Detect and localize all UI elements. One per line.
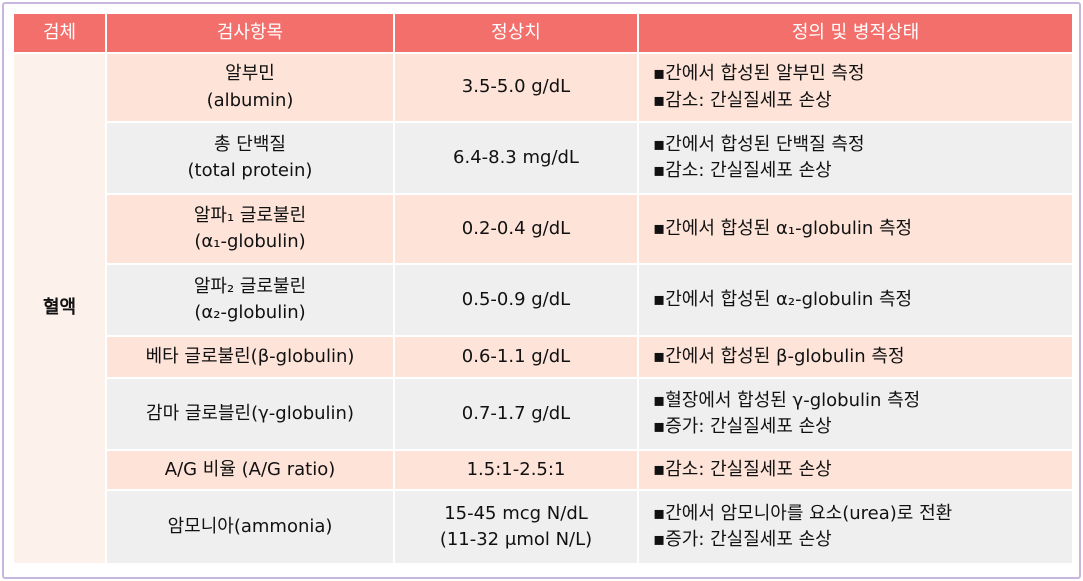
item-line: 암모니아(ammonia) (167, 515, 333, 537)
normal-line: 15-45 mcg N/dL (444, 502, 588, 524)
definition-cell: ▪간에서 합성된 β-globulin 측정 (637, 335, 1074, 379)
normal-cell: 0.6-1.1 g/dL (393, 335, 639, 379)
definition-line: ▪간에서 합성된 알부민 측정 (653, 63, 865, 85)
definition-line: ▪감소: 간실질세포 손상 (653, 89, 832, 111)
row: A/G 비율 (A/G ratio) 1.5:1-2.5:1 ▪감소: 간실질세포 … (13, 449, 1074, 491)
definition-cell: ▪간에서 합성된 α₁-globulin 측정 (637, 193, 1074, 265)
item-cell: 알부민 (albumin) (105, 52, 395, 123)
item-line: 알파₁ 글로불린 (193, 204, 307, 226)
item-cell: 알파₂ 글로불린 (α₂-globulin) (105, 263, 395, 337)
definition-cell: ▪간에서 암모니아를 요소(urea)로 전환 ▪증가: 간실질세포 손상 (637, 489, 1074, 565)
item-cell: 감마 글로블린(γ-globulin) (105, 377, 395, 451)
definition-line: ▪간에서 합성된 α₂-globulin 측정 (653, 288, 913, 310)
row: 총 단백질 (total protein) 6.4-8.3 mg/dL ▪간에서 합성… (13, 121, 1074, 195)
definition-cell: ▪간에서 합성된 α₂-globulin 측정 (637, 263, 1074, 337)
normal-line: 0.5-0.9 g/dL (461, 288, 571, 310)
normal-line: 6.4-8.3 mg/dL (453, 146, 579, 168)
header-cell: 검사항목 (105, 12, 395, 54)
definition-cell: ▪감소: 간실질세포 손상 (637, 449, 1074, 491)
item-line: 알부민 (225, 63, 275, 85)
normal-cell: 1.5:1-2.5:1 (393, 449, 639, 491)
normal-line: 0.6-1.1 g/dL (461, 345, 571, 367)
row: 암모니아(ammonia) 15-45 mcg N/dL (11-32 μmol N… (13, 489, 1074, 565)
item-line: (albumin) (206, 89, 294, 111)
item-line: (α₁-globulin) (194, 231, 306, 252)
table-body: 혈액 알부민 (albumin) 3.5-5.0 g/dL ▪간에서 합성된 알부민 측… (12, 52, 1074, 565)
definition-cell: ▪혈장에서 합성된 γ-globulin 측정 ▪증가: 간실질세포 손상 (637, 377, 1074, 451)
normal-line: 0.2-0.4 g/dL (461, 217, 571, 239)
item-cell: 베타 글로불린(β-globulin) (105, 335, 395, 379)
normal-cell: 0.5-0.9 g/dL (393, 263, 639, 337)
row: 감마 글로블린(γ-globulin) 0.7-1.7 g/dL ▪혈장에서 합성된… (13, 377, 1074, 451)
definition-line: ▪간에서 합성된 β-globulin 측정 (653, 345, 905, 367)
row: 알파₂ 글로불린 (α₂-globulin) 0.5-0.9 g/dL ▪간에서 합성… (13, 263, 1074, 337)
normal-cell: 6.4-8.3 mg/dL (393, 121, 639, 195)
normal-cell: 3.5-5.0 g/dL (393, 52, 639, 123)
item-cell: 알파₁ 글로불린 (α₁-globulin) (105, 193, 395, 265)
definition-cell: ▪간에서 합성된 단백질 측정 ▪감소: 간실질세포 손상 (637, 121, 1074, 195)
item-line: (total protein) (187, 160, 313, 181)
item-line: 알파₂ 글로불린 (193, 275, 307, 297)
normal-cell: 0.2-0.4 g/dL (393, 193, 639, 265)
table: 검체 검사항목 정상치 정의 및 병적상태 혈액 알부민 (albumin) 3.5-5.0… (12, 12, 1074, 565)
definition-line: ▪간에서 암모니아를 요소(urea)로 전환 (653, 502, 953, 524)
header-cell: 정의 및 병적상태 (637, 12, 1074, 54)
row: 베타 글로불린(β-globulin) 0.6-1.1 g/dL ▪간에서 합성된 … (13, 335, 1074, 379)
definition-line: ▪감소: 간실질세포 손상 (653, 458, 832, 480)
item-cell: 암모니아(ammonia) (105, 489, 395, 565)
item-line: 베타 글로불린(β-globulin) (145, 345, 355, 367)
item-cell: A/G 비율 (A/G ratio) (105, 449, 395, 491)
definition-line: ▪간에서 합성된 단백질 측정 (653, 133, 865, 155)
normal-cell: 0.7-1.7 g/dL (393, 377, 639, 451)
specimen-cell: 혈액 (12, 52, 107, 565)
row: 알파₁ 글로불린 (α₁-globulin) 0.2-0.4 g/dL ▪간에서 합성… (13, 193, 1074, 265)
item-cell: 총 단백질 (total protein) (105, 121, 395, 195)
normal-line: 1.5:1-2.5:1 (466, 458, 566, 480)
normal-line: (11-32 μmol N/L) (439, 529, 593, 550)
header-cell: 검체 (12, 12, 107, 54)
header-cell: 정상치 (393, 12, 639, 54)
normal-line: 0.7-1.7 g/dL (461, 402, 571, 424)
definition-line: ▪증가: 간실질세포 손상 (653, 529, 832, 550)
definition-line: ▪증가: 간실질세포 손상 (653, 416, 832, 437)
definition-line: ▪혈장에서 합성된 γ-globulin 측정 (653, 389, 921, 411)
item-line: 감마 글로블린(γ-globulin) (146, 402, 354, 424)
item-line: A/G 비율 (A/G ratio) (164, 458, 336, 480)
definition-line: ▪감소: 간실질세포 손상 (653, 160, 832, 181)
item-line: (α₂-globulin) (194, 302, 306, 323)
item-line: 총 단백질 (214, 133, 286, 155)
definition-line: ▪간에서 합성된 α₁-globulin 측정 (653, 217, 913, 239)
row: 혈액 알부민 (albumin) 3.5-5.0 g/dL ▪간에서 합성된 알부민 측… (12, 52, 1074, 565)
normal-line: 3.5-5.0 g/dL (461, 76, 571, 98)
header-row: 검체 검사항목 정상치 정의 및 병적상태 (12, 12, 1074, 54)
normal-cell: 15-45 mcg N/dL (11-32 μmol N/L) (393, 489, 639, 565)
definition-cell: ▪간에서 합성된 알부민 측정 ▪감소: 간실질세포 손상 (637, 52, 1074, 123)
